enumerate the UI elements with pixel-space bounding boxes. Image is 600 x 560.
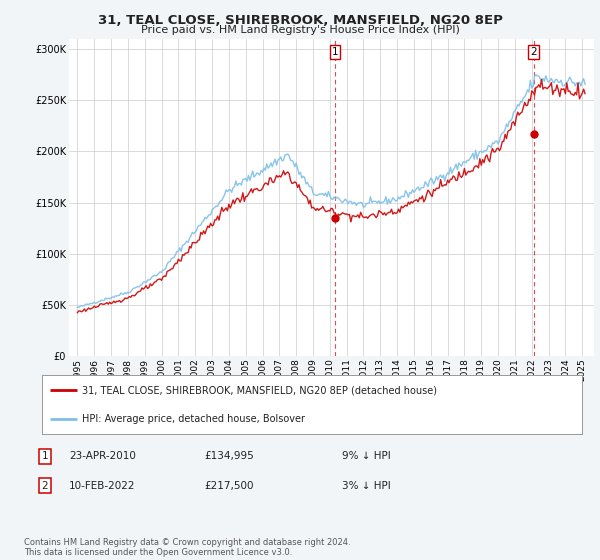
Text: 1: 1 [41, 451, 49, 461]
Text: 31, TEAL CLOSE, SHIREBROOK, MANSFIELD, NG20 8EP (detached house): 31, TEAL CLOSE, SHIREBROOK, MANSFIELD, N… [83, 385, 437, 395]
Text: 3% ↓ HPI: 3% ↓ HPI [342, 480, 391, 491]
Text: 9% ↓ HPI: 9% ↓ HPI [342, 451, 391, 461]
Text: £217,500: £217,500 [204, 480, 254, 491]
Text: Contains HM Land Registry data © Crown copyright and database right 2024.
This d: Contains HM Land Registry data © Crown c… [24, 538, 350, 557]
Text: 31, TEAL CLOSE, SHIREBROOK, MANSFIELD, NG20 8EP: 31, TEAL CLOSE, SHIREBROOK, MANSFIELD, N… [98, 14, 502, 27]
Text: 2: 2 [530, 47, 537, 57]
Text: 23-APR-2010: 23-APR-2010 [69, 451, 136, 461]
Text: HPI: Average price, detached house, Bolsover: HPI: Average price, detached house, Bols… [83, 414, 305, 424]
Text: Price paid vs. HM Land Registry's House Price Index (HPI): Price paid vs. HM Land Registry's House … [140, 25, 460, 35]
Text: 10-FEB-2022: 10-FEB-2022 [69, 480, 136, 491]
Text: 1: 1 [332, 47, 338, 57]
Text: £134,995: £134,995 [204, 451, 254, 461]
Text: 2: 2 [41, 480, 49, 491]
